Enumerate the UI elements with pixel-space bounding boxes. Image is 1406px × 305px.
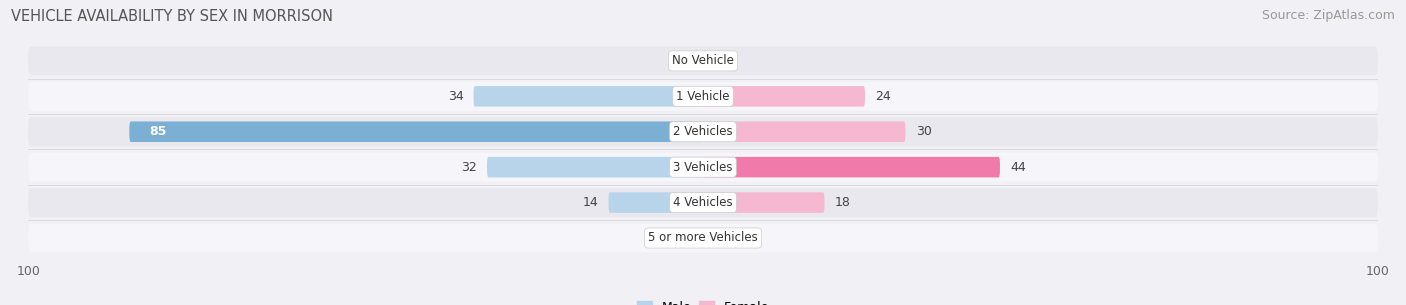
Text: 0: 0 <box>713 54 721 67</box>
FancyBboxPatch shape <box>486 157 703 178</box>
FancyBboxPatch shape <box>28 188 1378 217</box>
FancyBboxPatch shape <box>703 192 824 213</box>
FancyBboxPatch shape <box>129 121 703 142</box>
FancyBboxPatch shape <box>703 121 905 142</box>
FancyBboxPatch shape <box>28 224 1378 253</box>
Text: 24: 24 <box>875 90 891 103</box>
FancyBboxPatch shape <box>703 157 1000 178</box>
Text: 0: 0 <box>713 231 721 245</box>
Text: No Vehicle: No Vehicle <box>672 54 734 67</box>
Text: Source: ZipAtlas.com: Source: ZipAtlas.com <box>1261 9 1395 22</box>
Text: 44: 44 <box>1010 161 1026 174</box>
Text: 32: 32 <box>461 161 477 174</box>
Text: VEHICLE AVAILABILITY BY SEX IN MORRISON: VEHICLE AVAILABILITY BY SEX IN MORRISON <box>11 9 333 24</box>
Text: 5 or more Vehicles: 5 or more Vehicles <box>648 231 758 245</box>
Text: 85: 85 <box>149 125 167 138</box>
Text: 34: 34 <box>447 90 464 103</box>
FancyBboxPatch shape <box>703 86 865 106</box>
Text: 2 Vehicles: 2 Vehicles <box>673 125 733 138</box>
FancyBboxPatch shape <box>28 152 1378 182</box>
FancyBboxPatch shape <box>28 117 1378 146</box>
FancyBboxPatch shape <box>28 82 1378 111</box>
Legend: Male, Female: Male, Female <box>631 296 775 305</box>
Text: 4 Vehicles: 4 Vehicles <box>673 196 733 209</box>
FancyBboxPatch shape <box>28 46 1378 75</box>
FancyBboxPatch shape <box>609 192 703 213</box>
Text: 1 Vehicle: 1 Vehicle <box>676 90 730 103</box>
Text: 3 Vehicles: 3 Vehicles <box>673 161 733 174</box>
Text: 14: 14 <box>582 196 599 209</box>
Text: 0: 0 <box>685 231 693 245</box>
Text: 30: 30 <box>915 125 931 138</box>
FancyBboxPatch shape <box>474 86 703 106</box>
Text: 18: 18 <box>835 196 851 209</box>
Text: 0: 0 <box>685 54 693 67</box>
